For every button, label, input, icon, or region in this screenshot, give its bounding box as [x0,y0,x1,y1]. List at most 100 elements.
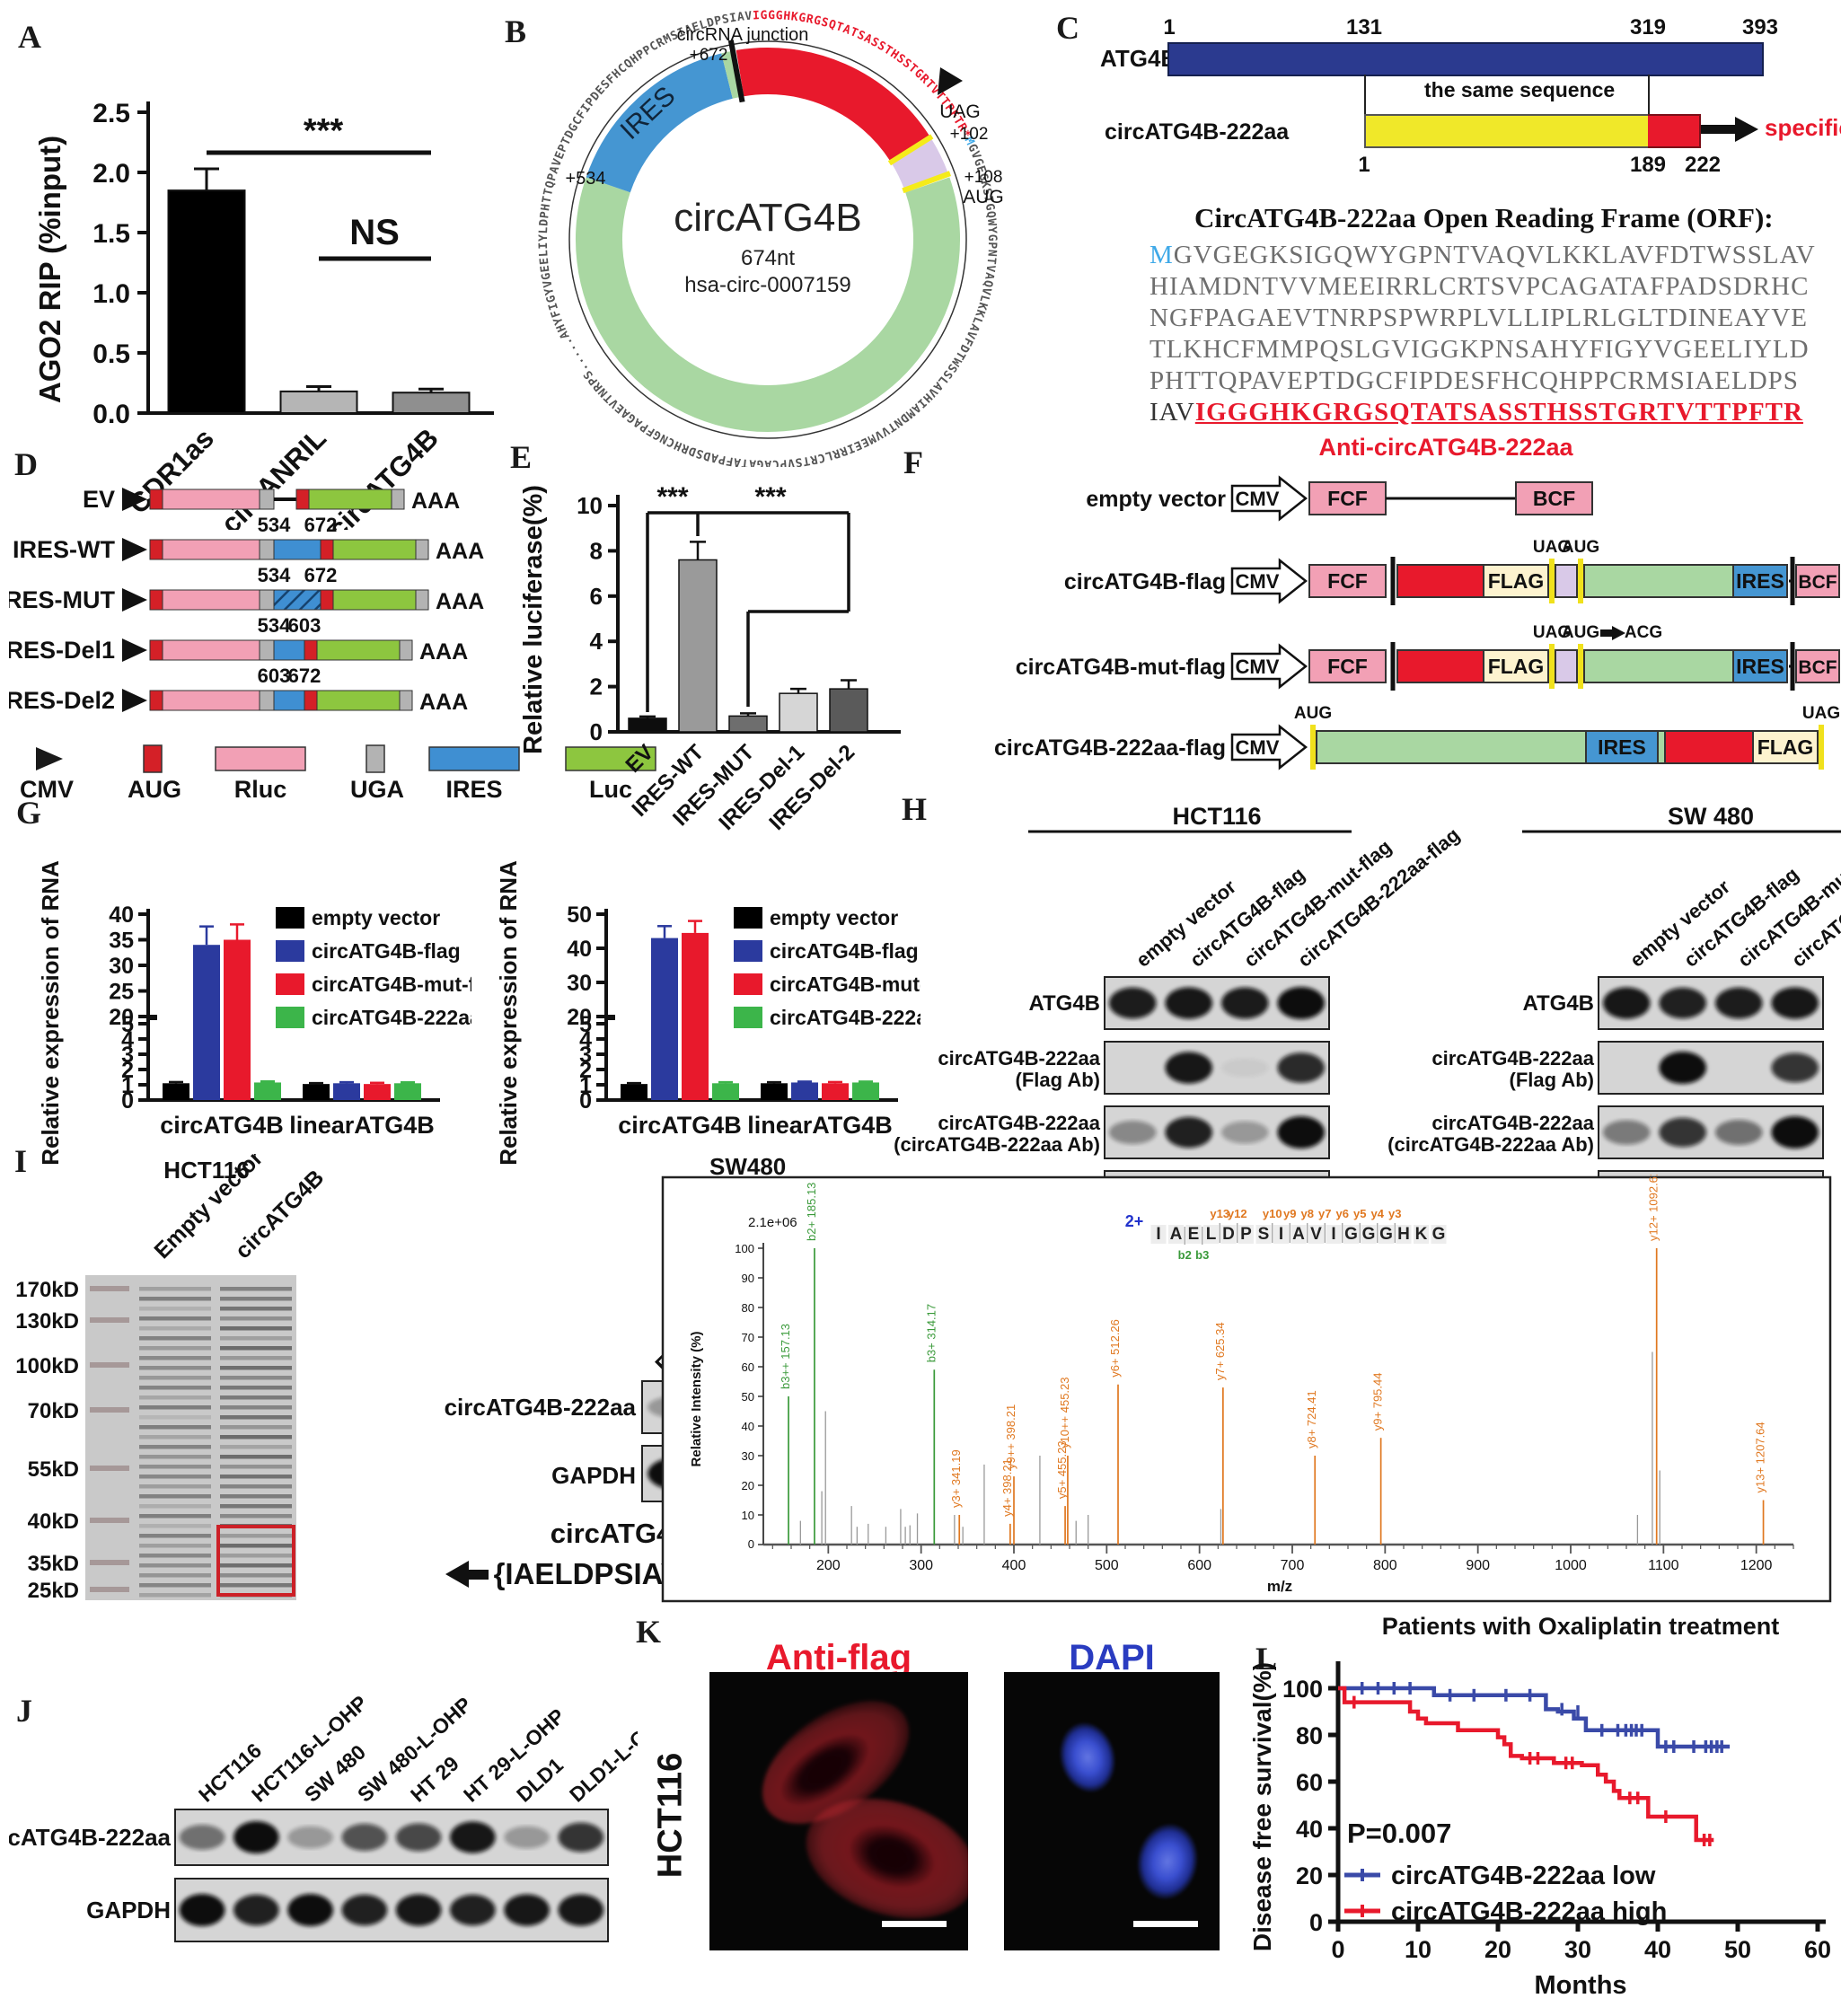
text-label: V [541,279,555,289]
text-label: UAG [939,101,981,122]
left-arrow-shaft [468,1569,489,1580]
text-label: Disease free survival(%) [1248,1662,1276,1951]
text-label: +672 [690,46,728,65]
circ-222aa-label: circATG4B-222aa [1105,119,1290,145]
text-label: b3 [1195,1248,1209,1262]
text-label: 534 [258,564,291,586]
text-label: BCF [1798,572,1837,593]
panel-b-circ-diagram: I G G G H KGRGSQTATSASSTHSSTGRTVTTPFTR*MGVGEG… [537,9,1004,467]
text-label: y5+ 455.23 [1055,1440,1069,1499]
text-label: GAPDH [86,1897,171,1924]
text-label: ACG [1625,623,1662,642]
text-label: A [709,450,719,464]
text-label: FCF [1327,487,1368,510]
text-label: 2 [579,1058,592,1083]
text-label: 35kD [28,1552,79,1576]
text-label: V [979,286,993,296]
text-label: linearATG4B [747,1112,893,1139]
text-label: BCF [1798,657,1837,678]
text-label: 2+ [1125,1212,1144,1230]
text-label: 3 [121,1043,134,1068]
text-label: P [713,14,723,29]
text-label: IRES-WT [13,536,115,563]
text-label: G [985,234,999,242]
text-label: T [802,453,811,467]
text-label: UGA [350,776,404,801]
text-label: G [813,13,823,28]
text-label: IRES [1598,735,1646,759]
anti-circatg4b-label: Anti-circATG4B-222aa [1318,434,1573,461]
text-label: 1.0 [92,279,130,309]
text-label: D [706,15,717,31]
text-label: +102 [950,125,989,144]
panel-c-letter: C [1056,10,1079,46]
atg4b-tick-319: 319 [1629,15,1667,40]
text-label: 40 [742,1420,754,1433]
text-label: 900 [1466,1558,1490,1573]
text-label: E [538,257,552,265]
text-label: 534 [258,514,291,536]
orf-line-2: HIAMDNTVVMEEIRRLCRTSVPCAGATAFPADSDRHC [1150,272,1810,301]
text-label: (circATG4B-222aa Ab) [1387,1133,1594,1156]
text-label: 5 [579,1012,592,1037]
text-label: circATG4B-flag [1064,569,1226,594]
text-label: A [749,456,757,467]
orf-line-4: TLKHCFMMPQSLGVIGGKPNSAHYFIGYVGEELIYLD [1150,335,1810,364]
text-label: y10 [1263,1207,1282,1220]
connector-left [1364,75,1366,119]
text-label: AAA [436,539,484,564]
text-label: y5 [1353,1207,1366,1220]
nucleus-1 [1052,1715,1123,1800]
text-label: hsa-circ-0007159 [684,273,850,297]
text-label: H [1397,1225,1410,1244]
text-label: IRES-MUT [9,586,115,613]
text-label: AAA [419,639,468,665]
text-label: 672 [288,665,322,687]
text-label: 40 [109,902,134,928]
text-label: y9 [1283,1207,1296,1220]
panel-l-survival-chart: Patients with Oxaliplatin treatment 0 20 40… [1248,1613,1831,2000]
text-label: IRES [1736,569,1784,593]
text-label: 130kD [15,1309,79,1334]
text-label: P=0.007 [1347,1818,1451,1849]
text-label: 0 [590,718,603,745]
text-label: Q [981,278,995,288]
text-label: y8+ 724.41 [1305,1390,1318,1448]
text-label: AAA [436,589,484,614]
text-label: circATG4B-222aa high [1391,1897,1667,1926]
text-label: Relative Intensity (%) [689,1332,704,1467]
text-label: 20 [567,1005,592,1030]
text-label: y7+ 625.34 [1213,1322,1227,1380]
text-label: *** [304,112,344,150]
anti-flag-title: Anti-flag [765,1638,912,1677]
text-label: N [984,249,998,257]
text-label: 1100 [1648,1558,1679,1573]
text-label: 40 [1296,1816,1323,1843]
text-label: G [975,172,991,182]
text-label: 3 [579,1043,592,1068]
panel-k-letter: K [636,1614,662,1650]
panel-d-letter: D [14,446,38,482]
text-label: 20 [1484,1936,1511,1963]
text-label: circRNA junction [677,25,809,45]
atg4b-label: ATG4B [1100,45,1178,72]
text-label: 0 [579,1088,592,1114]
text-label: y4 [1371,1207,1385,1220]
text-label: L [537,226,551,234]
text-label: (Flag Ab) [1016,1069,1101,1091]
text-label: S [980,187,994,197]
text-label: L [537,250,551,258]
text-label: b3++ 157.13 [779,1324,792,1389]
text-label: V [1310,1225,1322,1244]
text-label: circATG4B-222aa-flag [994,735,1226,761]
text-label: G [768,9,775,22]
atg4b-bar [1167,42,1764,76]
text-label: circATG4B-222aa [1431,1112,1594,1134]
text-label: IRES [445,776,502,801]
text-label: Y [542,286,557,296]
text-label: UAG [1533,538,1571,557]
text-label: D [1222,1225,1235,1244]
text-label: 0.5 [92,339,130,369]
text-label: A [1170,1225,1183,1244]
